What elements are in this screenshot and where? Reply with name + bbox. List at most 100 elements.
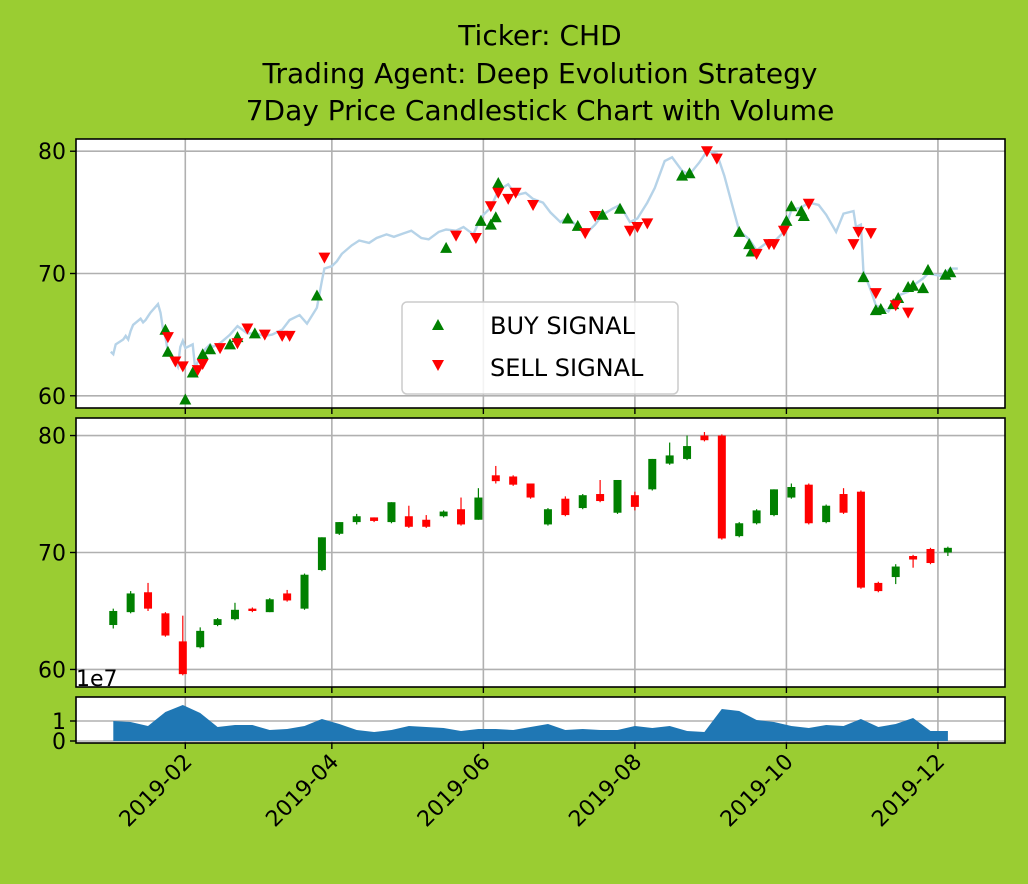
buy-signal-marker-8	[248, 327, 261, 339]
buy-signal-marker-4	[196, 348, 209, 360]
sell-signal-marker-2	[176, 361, 189, 373]
buy-signal-marker-25	[785, 200, 798, 212]
buy-signal-marker-10	[440, 241, 453, 253]
legend-sell-marker	[432, 360, 444, 371]
sell-signal-marker-29	[777, 225, 790, 237]
buy-signal-marker-22	[743, 238, 756, 250]
sell-signal-marker-23	[641, 218, 654, 230]
sell-signal-marker-24	[700, 146, 713, 158]
volume-ytick-label-1: 1	[52, 710, 66, 735]
candle-body-3	[161, 613, 170, 636]
volume-border	[75, 696, 1006, 744]
candle-body-13	[335, 522, 344, 534]
buy-signal-marker-12	[484, 218, 497, 230]
candlestick-panel: 60 70 80	[38, 417, 1006, 693]
candle-body-36	[735, 523, 744, 537]
sell-signal-marker-30	[802, 198, 815, 210]
candle-body-38	[769, 489, 778, 516]
buy-signal-marker-32	[892, 291, 905, 303]
candle-body-34	[700, 435, 709, 441]
buy-signal-marker-9	[310, 289, 323, 301]
sell-signal-marker-28	[767, 239, 780, 251]
candle-body-44	[874, 582, 883, 592]
buy-signal-marker-11	[474, 214, 487, 226]
buy-signal-marker-35	[917, 282, 930, 294]
buy-signal-marker-1	[161, 345, 174, 357]
candle-body-35	[717, 435, 726, 539]
candle-body-16	[387, 502, 396, 523]
close-price-line	[109, 149, 958, 371]
chart-title-line-1: Ticker: CHD	[457, 19, 621, 52]
sell-signal-marker-7	[241, 323, 254, 335]
sell-signal-marker-17	[509, 187, 522, 199]
legend-buy-marker	[432, 319, 444, 330]
candle-border	[75, 417, 1006, 688]
candle-body-46	[909, 556, 918, 560]
sell-signal-marker-12	[450, 230, 463, 242]
candle-body-27	[578, 495, 587, 509]
buy-signal-marker-34	[907, 279, 920, 291]
buy-signal-marker-27	[797, 210, 810, 222]
volume-panel: 01	[52, 696, 1006, 755]
candle-body-41	[822, 505, 831, 523]
buy-signal-marker-38	[944, 266, 957, 278]
sell-signal-marker-35	[889, 300, 902, 312]
candle-ytick-label-1: 70	[38, 542, 66, 567]
buy-signal-marker-30	[874, 302, 887, 314]
volume-area	[113, 705, 948, 741]
sell-signal-marker-10	[283, 330, 296, 342]
sell-signal-marker-21	[623, 225, 636, 237]
candle-body-45	[891, 566, 900, 578]
buy-signal-marker-6	[224, 338, 237, 350]
price-border	[75, 138, 1006, 409]
sell-signal-marker-14	[484, 201, 497, 213]
candle-body-37	[752, 510, 761, 524]
buy-signal-marker-21	[733, 225, 746, 237]
buy-signal-marker-3	[186, 366, 199, 378]
candle-body-26	[561, 498, 570, 516]
candle-body-33	[683, 446, 692, 459]
candle-body-14	[352, 516, 361, 523]
price-ytick-label-0: 60	[38, 385, 66, 410]
sell-signal-marker-1	[169, 356, 182, 368]
sell-signal-marker-20	[589, 211, 602, 223]
price-ytick-label-1: 70	[38, 263, 66, 288]
buy-signal-marker-2	[179, 393, 192, 405]
sell-signal-marker-6	[231, 338, 244, 350]
sell-signal-marker-19	[579, 228, 592, 240]
buy-signal-marker-20	[683, 167, 696, 179]
buy-signal-marker-36	[921, 263, 934, 275]
buy-signal-marker-17	[596, 208, 609, 220]
chart-title-line-2: Trading Agent: Deep Evolution Strategy	[262, 57, 818, 90]
candle-body-2	[144, 592, 153, 609]
sell-signal-marker-36	[902, 307, 915, 319]
candle-body-8	[248, 608, 257, 611]
candle-ytick-label-0: 60	[38, 658, 66, 683]
candle-ytick-label-2: 80	[38, 425, 66, 450]
candle-body-17	[404, 516, 413, 527]
buy-signal-marker-13	[489, 211, 502, 223]
candle-body-22	[491, 475, 500, 482]
sell-signal-marker-31	[847, 239, 860, 251]
candle-body-42	[839, 494, 848, 513]
candle-body-40	[804, 484, 813, 524]
sell-signal-marker-22	[631, 222, 644, 234]
candle-body-28	[596, 494, 605, 502]
sell-signal-marker-26	[750, 248, 763, 260]
candle-body-48	[943, 547, 952, 553]
sell-signal-marker-18	[527, 200, 540, 212]
candle-body-0	[109, 610, 118, 626]
candle-body-31	[648, 458, 657, 490]
legend-sell-label: SELL SIGNAL	[490, 354, 644, 382]
candle-body-11	[300, 574, 309, 609]
candle-body-7	[230, 609, 239, 620]
buy-signal-marker-24	[780, 214, 793, 226]
candle-body-19	[439, 511, 448, 517]
volume-exponent-label: 1e7	[76, 667, 118, 692]
candle-body-1	[126, 593, 135, 613]
candle-body-10	[283, 593, 292, 601]
buy-signal-marker-15	[561, 212, 574, 224]
sell-signal-marker-34	[869, 288, 882, 300]
buy-signal-marker-14	[492, 177, 505, 189]
